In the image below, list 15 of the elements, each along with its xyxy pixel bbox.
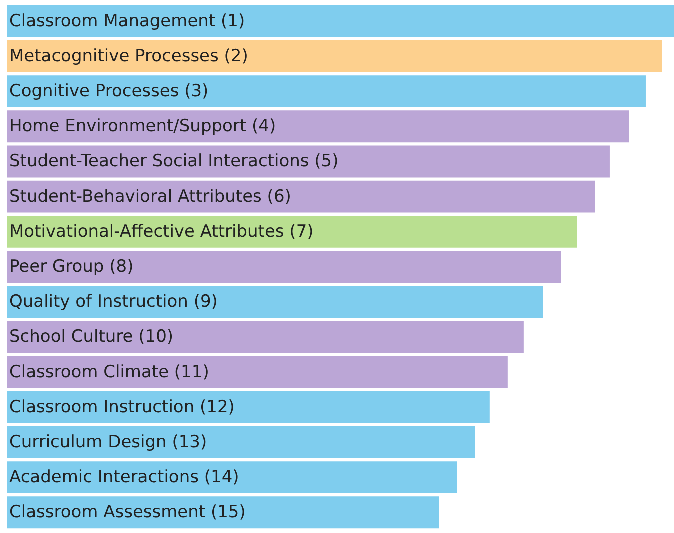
y-tick-label: Academic Interactions (14): [10, 468, 240, 488]
y-tick-label: Metacognitive Processes (2): [10, 46, 248, 66]
y-tick-label: Student-Teacher Social Interactions (5): [10, 152, 339, 172]
y-tick-label: Home Environment/Support (4): [10, 116, 276, 137]
y-tick-label: Classroom Assessment (15): [10, 502, 246, 523]
y-tick-label: Curriculum Design (13): [10, 432, 208, 452]
y-tick-label: Student-Behavioral Attributes (6): [10, 186, 292, 207]
y-tick-label: Classroom Instruction (12): [10, 397, 235, 418]
y-tick-label: Classroom Climate (11): [10, 362, 210, 382]
y-tick-label: Motivational-Affective Attributes (7): [10, 222, 314, 242]
y-tick-label: Classroom Management (1): [10, 11, 246, 32]
y-tick-label: Quality of Instruction (9): [10, 292, 218, 312]
y-tick-label: School Culture (10): [10, 327, 174, 348]
y-tick-label: Peer Group (8): [10, 257, 134, 277]
y-tick-label: Cognitive Processes (3): [10, 82, 209, 102]
